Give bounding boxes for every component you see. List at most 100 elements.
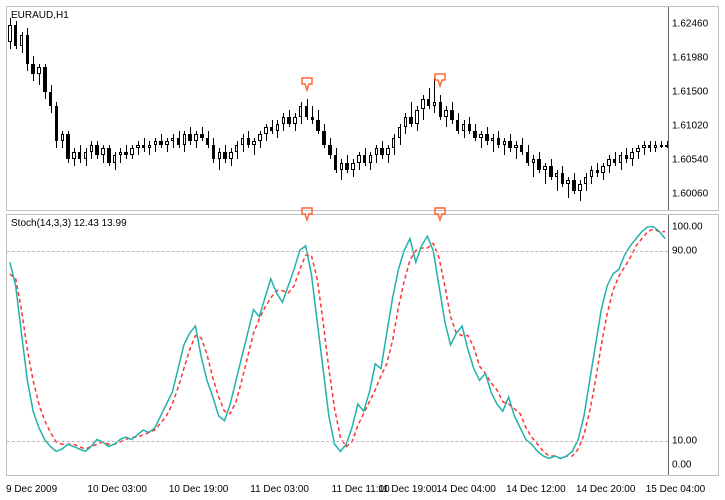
candle-body xyxy=(72,152,75,159)
candle-body xyxy=(444,110,447,117)
stoch-level-line xyxy=(7,251,668,252)
candle-body xyxy=(497,138,500,145)
candle-body xyxy=(514,145,517,149)
candle-body xyxy=(159,141,162,145)
candle-body xyxy=(270,127,273,131)
price-panel[interactable]: EURAUD,H1 1.600601.605401.610201.615001.… xyxy=(6,6,719,211)
candle-body xyxy=(532,159,535,163)
candle-body xyxy=(566,180,569,184)
candle-body xyxy=(31,64,34,75)
candle-body xyxy=(375,148,378,155)
candle-wick xyxy=(120,148,121,162)
candle-body xyxy=(322,131,325,145)
candle-body xyxy=(119,152,122,156)
stochastic-y-axis: 0.00 10.00 90.00 100.00 xyxy=(668,215,718,475)
candle-body xyxy=(357,155,360,162)
candle-body xyxy=(555,173,558,177)
candle-body xyxy=(95,145,98,156)
candle-body xyxy=(369,155,372,162)
candle-body xyxy=(421,99,424,110)
candle-body xyxy=(485,134,488,141)
candle-body xyxy=(398,127,401,138)
candle-body xyxy=(642,145,645,149)
candle-body xyxy=(165,141,168,145)
candle-body xyxy=(572,180,575,191)
candle-body xyxy=(43,67,46,92)
candle-body xyxy=(328,145,331,156)
candle-body xyxy=(654,145,657,149)
candle-body xyxy=(316,120,319,131)
candle-body xyxy=(218,152,221,159)
candle-body xyxy=(124,152,127,156)
candle-body xyxy=(84,152,87,159)
signal-arrow-icon xyxy=(433,72,447,88)
candle-body xyxy=(142,145,145,149)
candle-body xyxy=(433,102,436,106)
price-y-tick: 1.61500 xyxy=(672,86,708,97)
candle-body xyxy=(386,148,389,155)
candle-body xyxy=(409,117,412,124)
candle-body xyxy=(456,120,459,131)
price-plot-area[interactable] xyxy=(7,7,668,210)
candle-body xyxy=(37,67,40,74)
candle-body xyxy=(287,117,290,124)
candle-body xyxy=(508,141,511,148)
candle-body xyxy=(113,155,116,162)
stochastic-panel[interactable]: Stoch(14,3,3) 12.43 13.99 0.0010.0090.00… xyxy=(6,214,719,476)
candle-body xyxy=(264,127,267,134)
candle-body xyxy=(282,117,285,124)
candle-body xyxy=(276,124,279,131)
stoch-level-line xyxy=(7,441,668,442)
candle-body xyxy=(404,117,407,128)
candle-body xyxy=(247,138,250,145)
time-tick: 15 Dec 04:00 xyxy=(646,484,706,495)
candle-body xyxy=(462,124,465,131)
candle-body xyxy=(351,163,354,170)
candle-body xyxy=(450,110,453,121)
candle-body xyxy=(561,173,564,184)
candle-body xyxy=(241,138,244,145)
candle-body xyxy=(345,163,348,170)
candle-body xyxy=(601,166,604,173)
stoch-y-tick: 10.00 xyxy=(672,436,697,447)
candle-body xyxy=(194,134,197,141)
candle-body xyxy=(258,134,261,141)
price-y-tick: 1.60060 xyxy=(672,188,708,199)
candle-body xyxy=(78,152,81,159)
stoch-y-tick: 90.00 xyxy=(672,245,697,256)
signal-arrow-icon xyxy=(300,76,314,92)
time-tick: 9 Dec 2009 xyxy=(6,484,57,495)
candle-body xyxy=(636,148,639,152)
price-y-tick: 1.61020 xyxy=(672,120,708,131)
candle-body xyxy=(590,170,593,177)
time-tick: 14 Dec 04:00 xyxy=(436,484,496,495)
signal-arrow-icon xyxy=(433,206,447,222)
time-tick: 14 Dec 20:00 xyxy=(576,484,636,495)
candle-body xyxy=(101,148,104,155)
candle-body xyxy=(503,141,506,145)
candle-body xyxy=(26,35,29,63)
candle-body xyxy=(607,159,610,166)
candle-body xyxy=(479,134,482,138)
candle-body xyxy=(293,117,296,124)
candle-body xyxy=(299,106,302,117)
price-y-axis: 1.600601.605401.610201.615001.619801.624… xyxy=(668,7,718,210)
signal-arrow-icon xyxy=(300,206,314,222)
candle-wick xyxy=(638,145,639,159)
stochastic-plot-area[interactable] xyxy=(7,215,668,475)
candle-body xyxy=(49,92,52,106)
candle-body xyxy=(380,148,383,155)
candle-body xyxy=(439,102,442,116)
candle-body xyxy=(212,145,215,159)
candle-body xyxy=(223,152,226,159)
candle-body xyxy=(520,145,523,152)
price-y-tick: 1.62460 xyxy=(672,18,708,29)
candle-body xyxy=(473,131,476,138)
candle-body xyxy=(66,134,69,159)
candle-body xyxy=(188,134,191,141)
price-y-tick: 1.61980 xyxy=(672,52,708,63)
stoch-y-tick: 100.00 xyxy=(672,221,703,232)
candle-body xyxy=(613,159,616,163)
time-tick: 11 Dec 19:00 xyxy=(378,484,437,495)
stoch-y-tick: 0.00 xyxy=(672,460,691,471)
